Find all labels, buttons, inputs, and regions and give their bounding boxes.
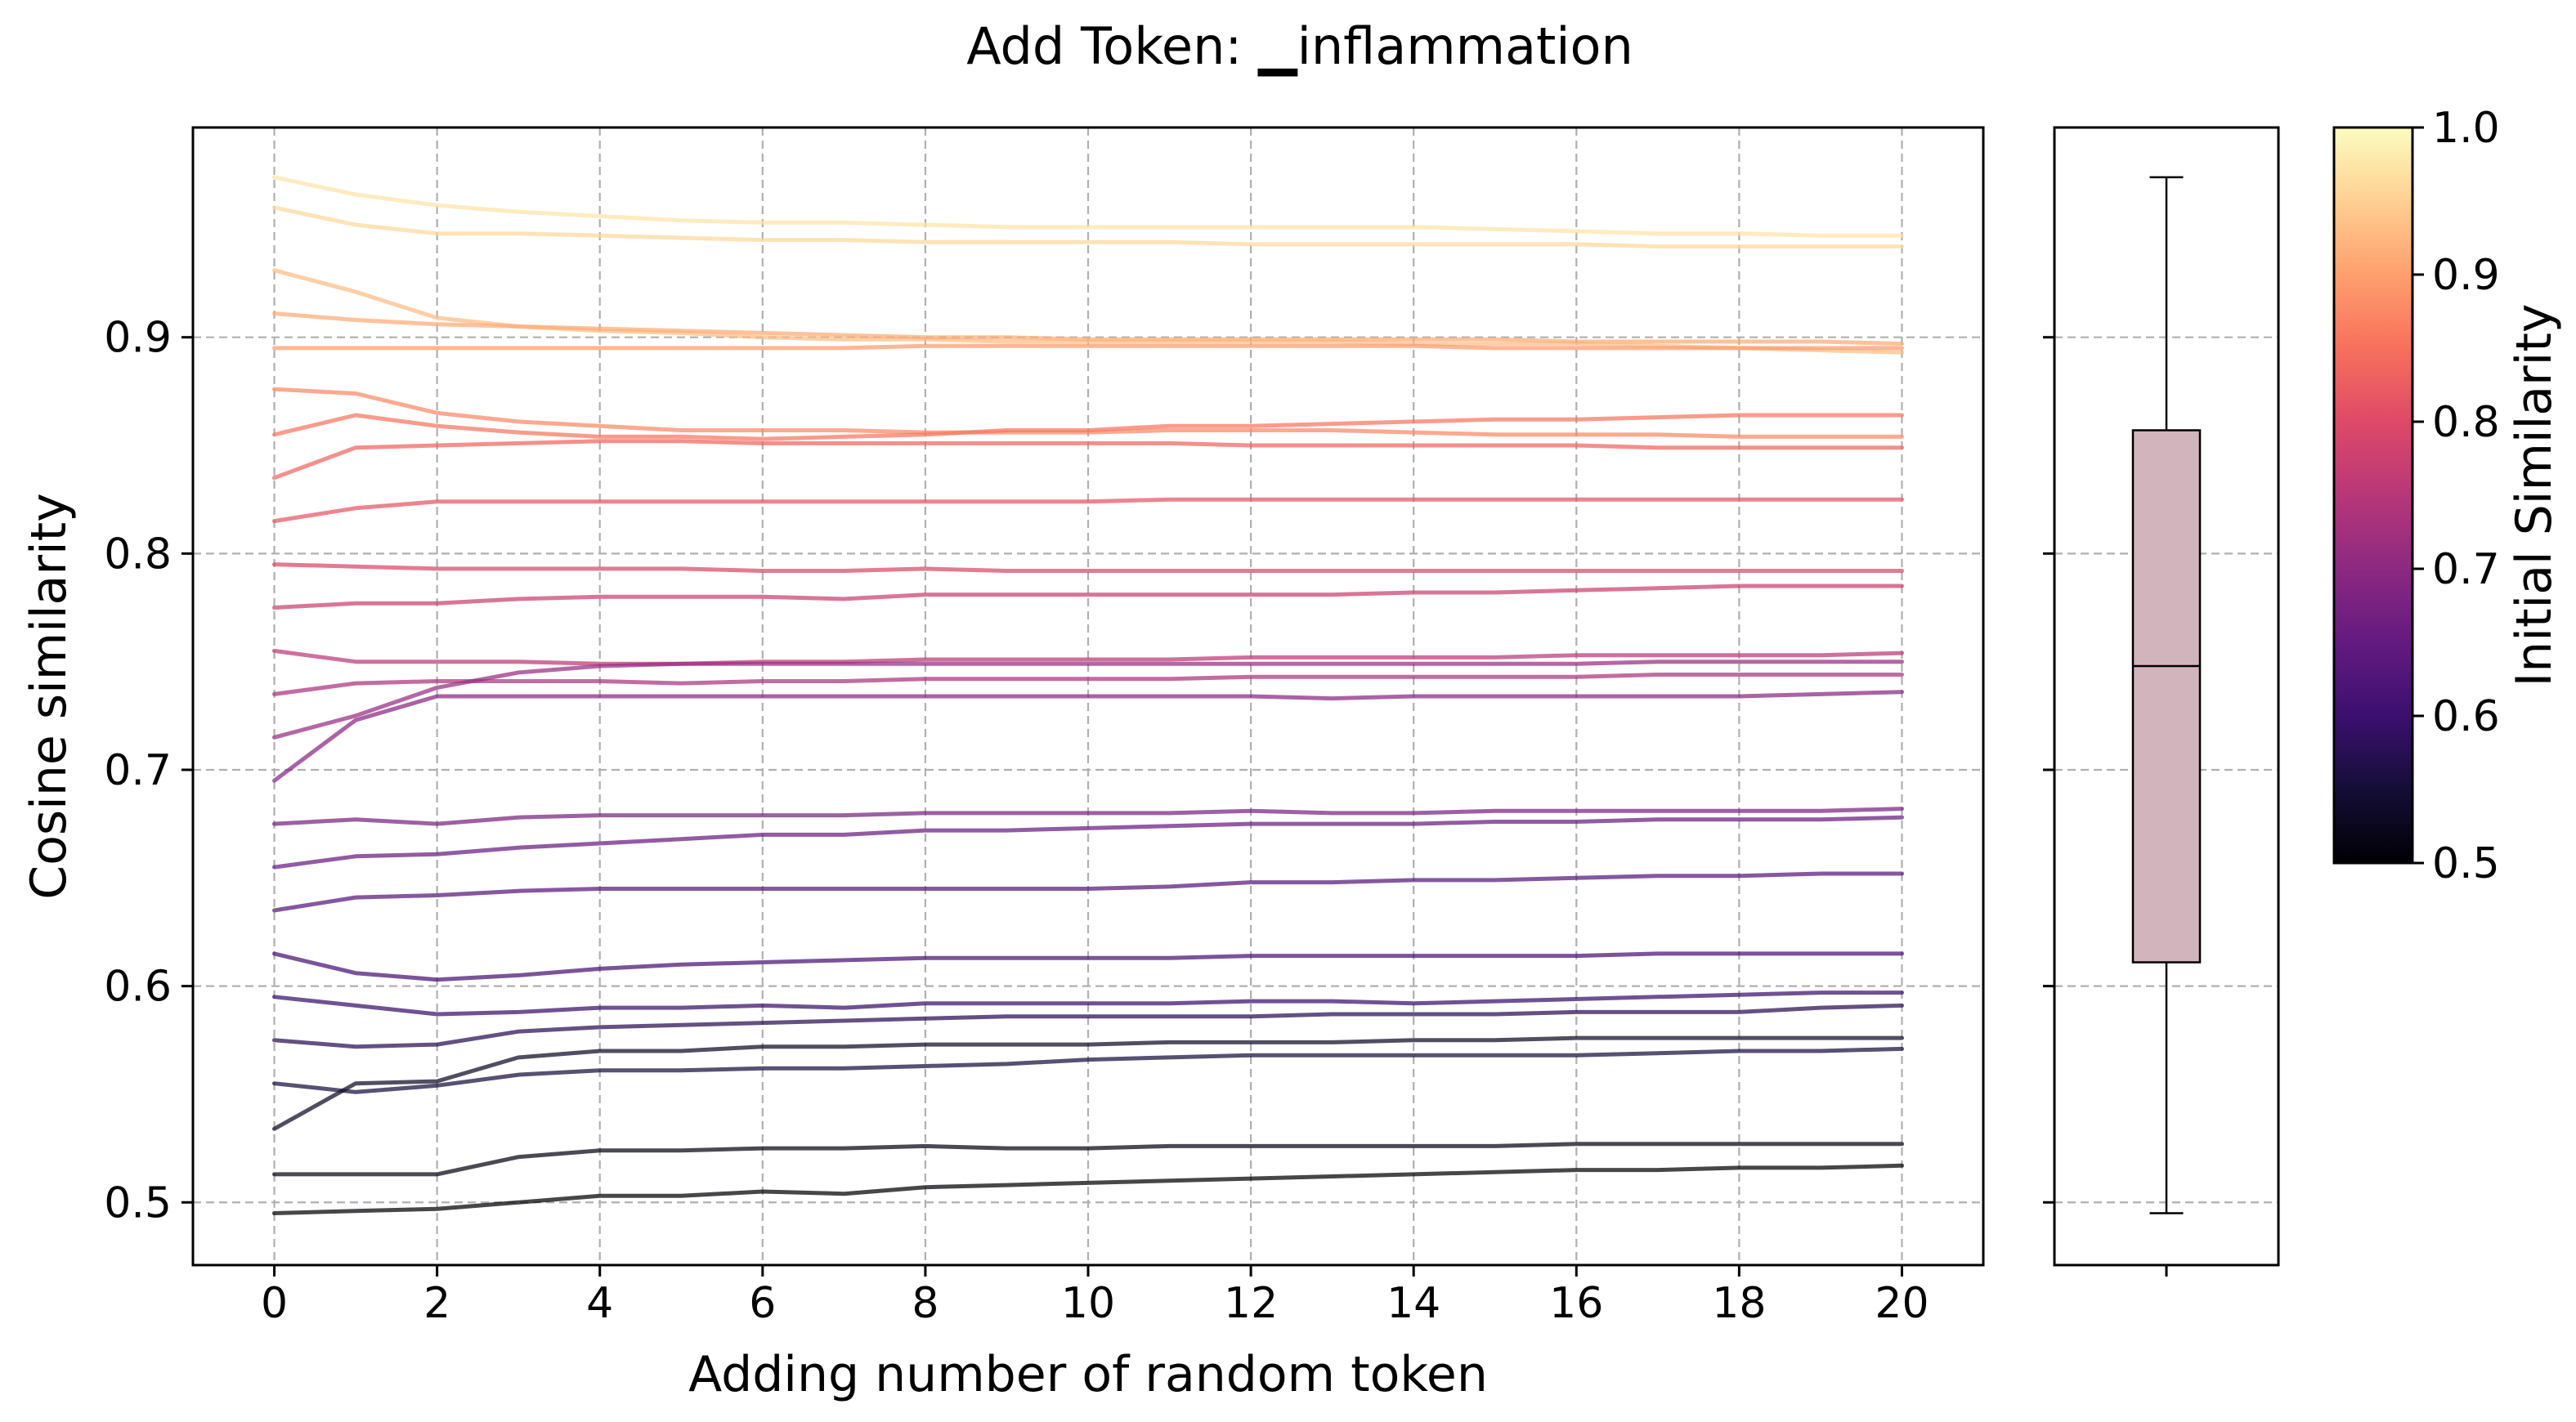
colorbar-ticks: 0.5 0.6 0.7 0.8 0.9 1.0 xyxy=(2412,104,2500,888)
y-tick-label: 0.5 xyxy=(104,1178,172,1227)
y-tick-label: 0.8 xyxy=(104,530,172,579)
colorbar-frame xyxy=(2332,126,2414,865)
y-tick-label: 0.7 xyxy=(104,746,172,795)
series-line xyxy=(272,584,1904,610)
x-tick-label: 18 xyxy=(1712,1279,1766,1328)
series-line xyxy=(272,1035,1904,1131)
series-line xyxy=(272,439,1904,481)
series-line xyxy=(272,387,1904,439)
y-axis-label: Cosine similarity xyxy=(20,493,78,899)
series-line xyxy=(272,175,1904,238)
series-line xyxy=(272,205,1904,249)
series-line xyxy=(272,1142,1904,1177)
series-line xyxy=(272,990,1904,1017)
x-tick-label: 20 xyxy=(1875,1279,1929,1328)
box-elements xyxy=(2131,176,2202,1214)
series-line xyxy=(272,660,1904,740)
series-line xyxy=(272,807,1904,826)
x-tick-label: 2 xyxy=(423,1279,450,1328)
x-tick-label: 0 xyxy=(261,1279,288,1328)
box-body xyxy=(2131,429,2202,964)
colorbar-gradient xyxy=(2334,127,2412,863)
box-ticks xyxy=(2043,336,2168,1277)
series-line xyxy=(272,1163,1904,1215)
colorbar: 0.5 0.6 0.7 0.8 0.9 1.0 Initial Similarity xyxy=(2332,104,2563,888)
x-tick-label: 10 xyxy=(1061,1279,1115,1328)
colorbar-tick-label: 0.5 xyxy=(2432,839,2500,888)
colorbar-tick-label: 0.9 xyxy=(2432,251,2500,300)
colorbar-label: Initial Similarity xyxy=(2506,304,2563,687)
colorbar-tick-label: 1.0 xyxy=(2432,104,2500,153)
series-line xyxy=(272,413,1904,441)
series-line xyxy=(272,951,1904,982)
main-plot: 0 2 4 6 8 10 12 14 16 18 20 0.5 0.6 0.7 0.8 0.9 Adding… xyxy=(20,126,1985,1403)
series-line xyxy=(272,690,1904,783)
series-line xyxy=(272,648,1904,666)
series-lines xyxy=(272,175,1904,1215)
series-line xyxy=(272,1046,1904,1094)
series-line xyxy=(272,815,1904,870)
series-line xyxy=(272,311,1904,347)
x-tick-label: 16 xyxy=(1549,1279,1603,1328)
series-line xyxy=(272,562,1904,573)
series-line xyxy=(272,673,1904,696)
colorbar-tick-label: 0.6 xyxy=(2432,692,2500,741)
y-tick-label: 0.9 xyxy=(104,314,172,363)
x-tick-label: 12 xyxy=(1224,1279,1278,1328)
series-line xyxy=(272,1003,1904,1049)
series-line xyxy=(272,343,1904,351)
x-tick-label: 6 xyxy=(749,1279,776,1328)
x-tick-label: 14 xyxy=(1387,1279,1440,1328)
x-ticks: 0 2 4 6 8 10 12 14 16 18 20 xyxy=(261,1265,1929,1328)
box-plot xyxy=(2043,126,2280,1277)
series-line xyxy=(272,497,1904,524)
x-axis-label: Adding number of random token xyxy=(688,1346,1488,1403)
colorbar-tick-label: 0.8 xyxy=(2432,398,2500,447)
x-tick-label: 4 xyxy=(586,1279,613,1328)
y-ticks: 0.5 0.6 0.7 0.8 0.9 xyxy=(104,314,193,1227)
chart-title: Add Token: ▁inflammation xyxy=(966,16,1633,77)
x-tick-label: 8 xyxy=(912,1279,939,1328)
colorbar-tick-label: 0.7 xyxy=(2432,545,2500,594)
series-line xyxy=(272,871,1904,913)
y-tick-label: 0.6 xyxy=(104,963,172,1012)
